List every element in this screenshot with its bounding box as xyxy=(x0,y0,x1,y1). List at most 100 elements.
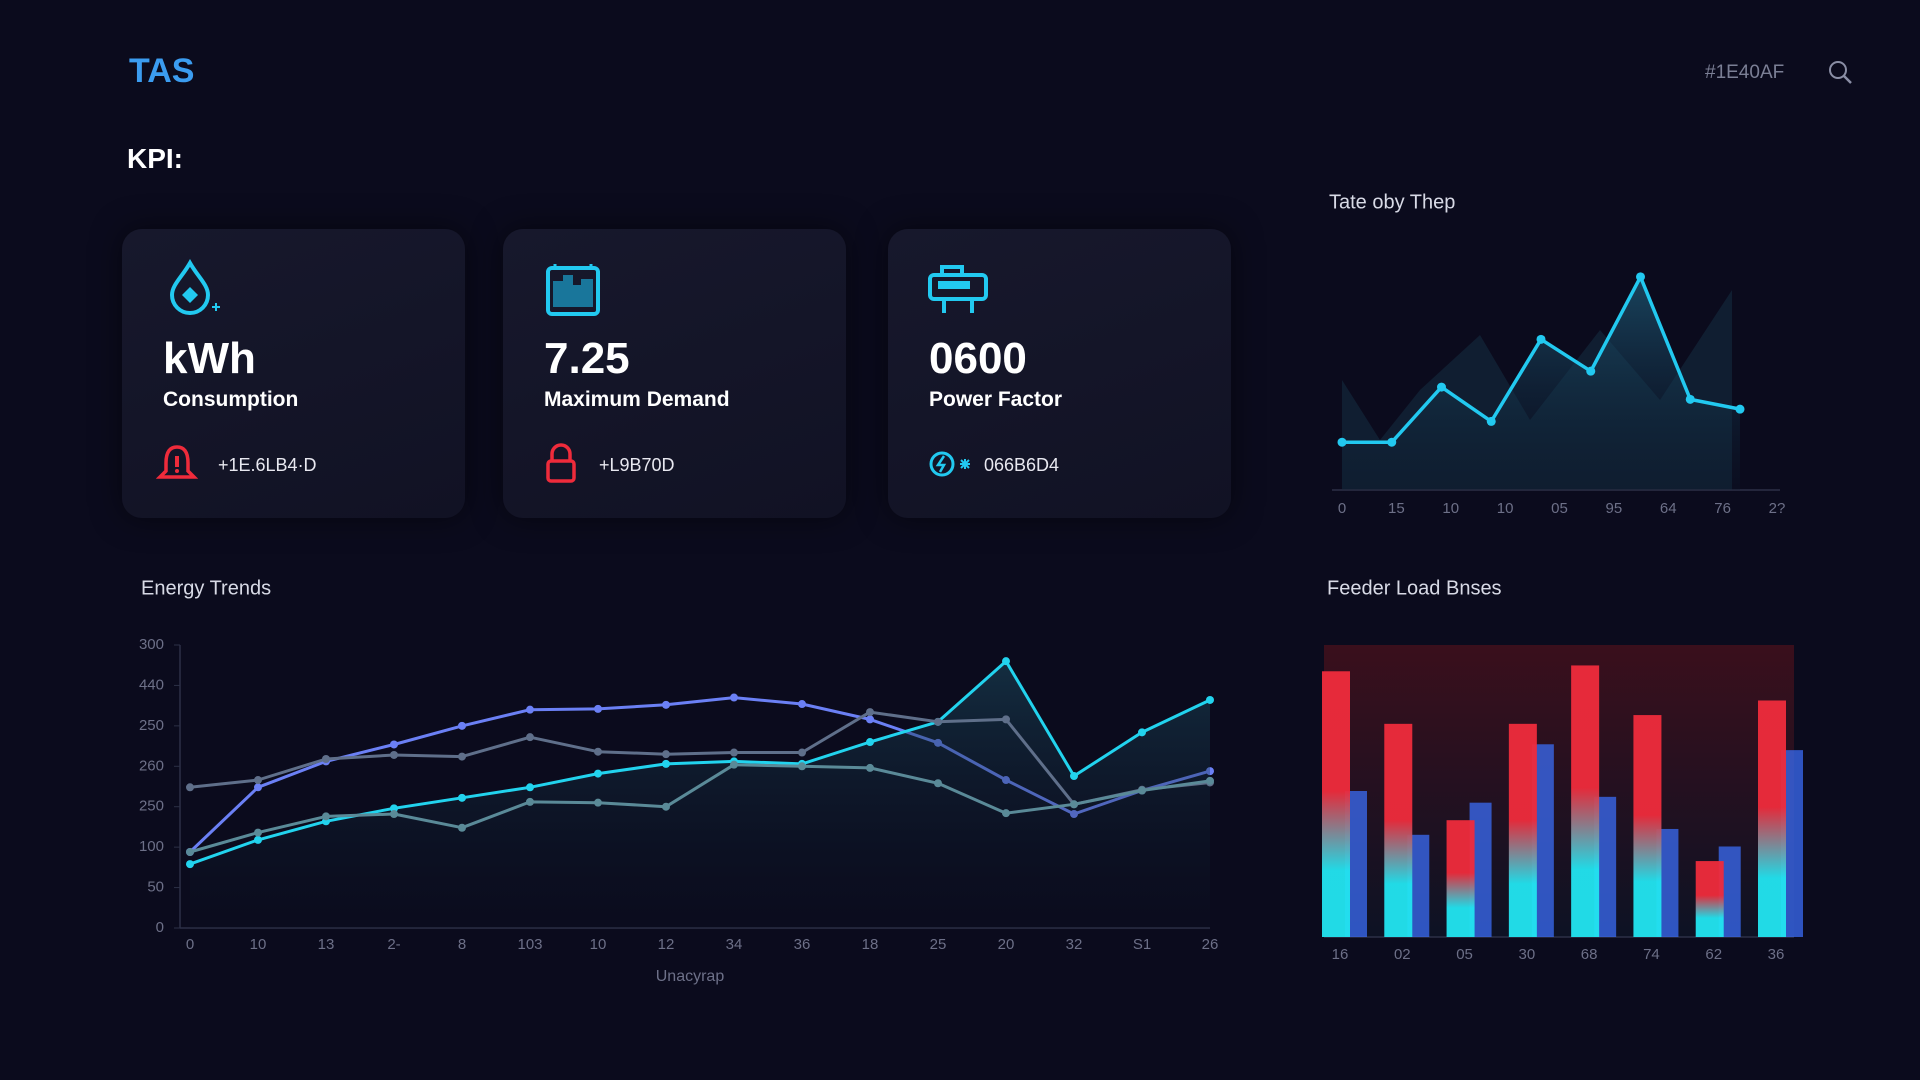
point xyxy=(458,793,466,802)
kpi-card: 7.25 Maximum Demand +L9B70D xyxy=(503,229,846,518)
point xyxy=(1536,334,1546,344)
point xyxy=(526,733,534,742)
line xyxy=(189,763,1211,854)
x-tick-label: 64 xyxy=(1660,500,1677,517)
x-axis-label: Unacyrap xyxy=(656,968,725,985)
section-title: KPI: xyxy=(127,143,183,174)
point xyxy=(458,823,466,832)
point xyxy=(526,705,534,714)
point xyxy=(1002,657,1010,666)
lock-icon xyxy=(546,443,576,483)
point xyxy=(866,715,874,724)
kpi-delta: +L9B70D xyxy=(599,455,675,475)
kpi-icon xyxy=(546,264,600,316)
kpi-label: Power Factor xyxy=(929,388,1063,411)
point xyxy=(662,700,670,709)
line xyxy=(189,710,1211,806)
bar xyxy=(1718,846,1741,937)
point xyxy=(798,762,806,771)
point xyxy=(866,763,874,772)
x-tick-label: 36 xyxy=(794,936,811,953)
pf-icon xyxy=(929,451,970,477)
x-tick-label: 02 xyxy=(1394,946,1411,963)
point xyxy=(1070,800,1078,809)
point xyxy=(1735,404,1745,414)
bar xyxy=(1469,802,1492,937)
bar xyxy=(1781,750,1803,937)
point xyxy=(730,693,738,702)
bar xyxy=(1758,700,1786,937)
point xyxy=(798,748,806,757)
kpi-icon xyxy=(169,259,220,315)
point xyxy=(934,779,942,788)
point xyxy=(1206,695,1214,704)
kpi-card: 0600 Power Factor 066B6D4 xyxy=(888,229,1231,518)
header-code: #1E40AF xyxy=(1705,62,1785,83)
x-tick-label: 26 xyxy=(1202,936,1219,953)
point xyxy=(1437,382,1446,392)
bar xyxy=(1571,665,1600,937)
x-tick-label: 36 xyxy=(1768,946,1785,963)
point xyxy=(1685,394,1695,404)
point xyxy=(390,750,398,759)
kpi-value: 0600 xyxy=(929,334,1027,383)
kpi-icon xyxy=(928,265,988,313)
x-tick-label: 10 xyxy=(1442,500,1459,517)
point xyxy=(730,748,738,757)
x-tick-label: 2- xyxy=(387,936,400,953)
chart-title: Tate oby Thep xyxy=(1329,191,1455,213)
x-tick-label: 16 xyxy=(1332,946,1349,963)
point xyxy=(662,750,670,759)
point xyxy=(390,804,398,813)
point xyxy=(1070,771,1078,780)
x-tick-label: 13 xyxy=(318,936,335,953)
point xyxy=(526,797,534,806)
x-tick-label: 25 xyxy=(930,936,947,953)
x-tick-label: 62 xyxy=(1705,946,1722,963)
logo[interactable]: TAS xyxy=(129,52,195,90)
x-tick-label: 10 xyxy=(250,936,267,953)
point xyxy=(934,717,942,726)
point xyxy=(662,802,670,811)
point xyxy=(254,783,262,792)
point xyxy=(798,700,806,709)
point xyxy=(1002,809,1010,818)
point xyxy=(866,708,874,717)
bar xyxy=(1594,796,1617,937)
point xyxy=(322,755,330,764)
y-tick-label: 300 xyxy=(139,636,164,653)
bar xyxy=(1656,828,1679,937)
kpi-value: kWh xyxy=(163,334,256,383)
point xyxy=(322,812,330,821)
point xyxy=(390,809,398,818)
point xyxy=(186,783,194,792)
point xyxy=(186,847,194,856)
point xyxy=(594,798,602,807)
kpi-delta: +1E.6LB4·D xyxy=(218,455,317,475)
area xyxy=(190,661,1210,928)
x-tick-label: 20 xyxy=(998,936,1015,953)
x-tick-label: 15 xyxy=(1388,500,1405,517)
point xyxy=(594,769,602,778)
y-tick-label: 250 xyxy=(139,798,164,815)
search-icon[interactable] xyxy=(1828,60,1854,86)
kpi-card: kWh Consumption +1E.6LB4·D xyxy=(122,229,465,518)
x-tick-label: 74 xyxy=(1643,946,1660,963)
point xyxy=(730,760,738,769)
y-tick-label: 440 xyxy=(139,676,164,693)
x-tick-label: 05 xyxy=(1456,946,1473,963)
x-tick-label: 103 xyxy=(517,936,542,953)
point xyxy=(594,747,602,756)
kpi-label: Consumption xyxy=(163,388,299,411)
point xyxy=(1387,437,1397,447)
x-tick-label: 95 xyxy=(1606,500,1623,517)
x-tick-label: 30 xyxy=(1519,946,1536,963)
y-tick-label: 50 xyxy=(147,879,164,896)
x-tick-label: 10 xyxy=(590,936,607,953)
point xyxy=(1636,272,1645,282)
chart-title: Energy Trends xyxy=(141,577,271,599)
point xyxy=(1586,366,1596,376)
point xyxy=(662,759,670,768)
kpi-value: 7.25 xyxy=(544,334,630,383)
